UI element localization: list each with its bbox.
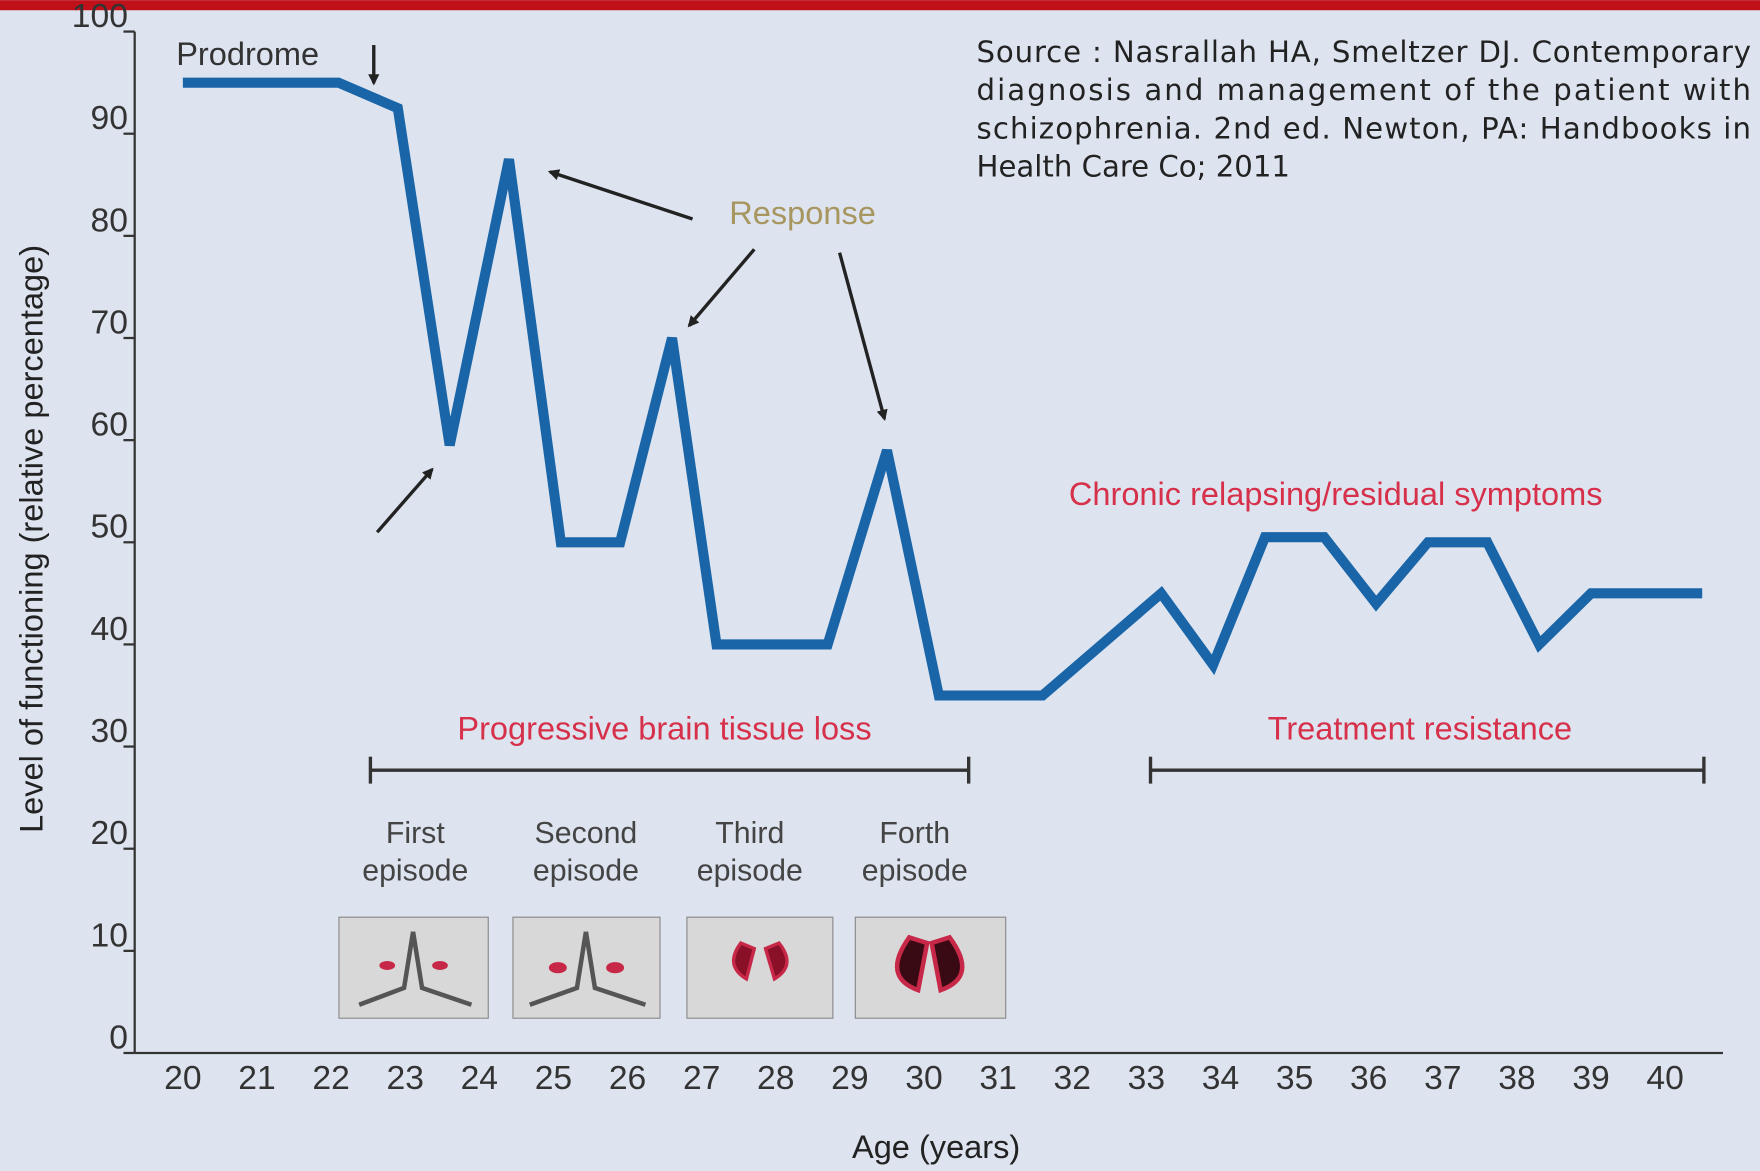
y-tick-label: 30: [91, 713, 128, 750]
source-text: Source : Nasrallah HA, Smeltzer DJ. Cont…: [977, 35, 1751, 69]
page: Level of functioning (relative percentag…: [0, 0, 1760, 1171]
prodrome-label: Prodrome: [176, 36, 319, 72]
x-tick-label: 28: [757, 1060, 794, 1097]
source-text: diagnosis and management of the patient …: [977, 73, 1751, 107]
x-tick-label: 21: [238, 1060, 275, 1097]
treatment-label: Treatment resistance: [1268, 710, 1573, 746]
x-tick-label: 38: [1498, 1060, 1535, 1097]
x-axis-label: Age (years): [852, 1129, 1020, 1165]
episode-label: Third: [715, 817, 784, 850]
episode-label: episode: [533, 854, 639, 887]
y-axis-label: Level of functioning (relative percentag…: [13, 245, 49, 833]
y-tick-label: 90: [91, 100, 128, 137]
x-tick-label: 37: [1424, 1060, 1461, 1097]
y-tick-label: 80: [91, 202, 128, 239]
x-tick-label: 22: [312, 1060, 349, 1097]
source-text: schizophrenia. 2nd ed. Newton, PA: Handb…: [977, 111, 1751, 145]
x-tick-label: 35: [1276, 1060, 1313, 1097]
x-tick-label: 23: [386, 1060, 423, 1097]
brain-image: [339, 917, 488, 1018]
y-tick-label: 100: [72, 0, 128, 35]
x-tick-label: 40: [1646, 1060, 1683, 1097]
response-label: Response: [729, 195, 876, 231]
x-tick-label: 27: [683, 1060, 720, 1097]
episode-label: Forth: [879, 817, 950, 850]
y-tick-label: 60: [91, 407, 128, 444]
x-tick-label: 34: [1202, 1060, 1239, 1097]
y-tick-label: 50: [91, 509, 128, 546]
y-tick-label: 20: [91, 815, 128, 852]
x-tick-label: 29: [831, 1060, 868, 1097]
episode-label: episode: [697, 854, 803, 887]
y-tick-label: 0: [109, 1019, 128, 1056]
chart: Level of functioning (relative percentag…: [0, 0, 1760, 1171]
x-tick-label: 36: [1350, 1060, 1387, 1097]
x-tick-label: 39: [1572, 1060, 1609, 1097]
x-tick-label: 31: [979, 1060, 1016, 1097]
top-bar: [0, 0, 1760, 10]
progressive-label: Progressive brain tissue loss: [457, 710, 871, 746]
y-tick-label: 70: [91, 304, 128, 341]
episode-label: episode: [862, 854, 968, 887]
brain-image: [513, 917, 660, 1018]
episode-label: episode: [362, 854, 468, 887]
x-tick-label: 32: [1054, 1060, 1091, 1097]
x-tick-label: 24: [461, 1060, 498, 1097]
chronic-label: Chronic relapsing/residual symptoms: [1069, 476, 1603, 512]
x-tick-label: 30: [905, 1060, 942, 1097]
brain-image: [687, 917, 833, 1018]
episode-label: Second: [535, 817, 638, 850]
x-tick-label: 26: [609, 1060, 646, 1097]
x-tick-label: 20: [164, 1060, 201, 1097]
episode-label: First: [386, 817, 445, 850]
x-tick-label: 33: [1128, 1060, 1165, 1097]
y-tick-label: 40: [91, 611, 128, 648]
source-text: Health Care Co; 2011: [977, 150, 1290, 184]
brain-image: [855, 917, 1005, 1018]
x-tick-label: 25: [535, 1060, 572, 1097]
y-tick-label: 10: [91, 917, 128, 954]
